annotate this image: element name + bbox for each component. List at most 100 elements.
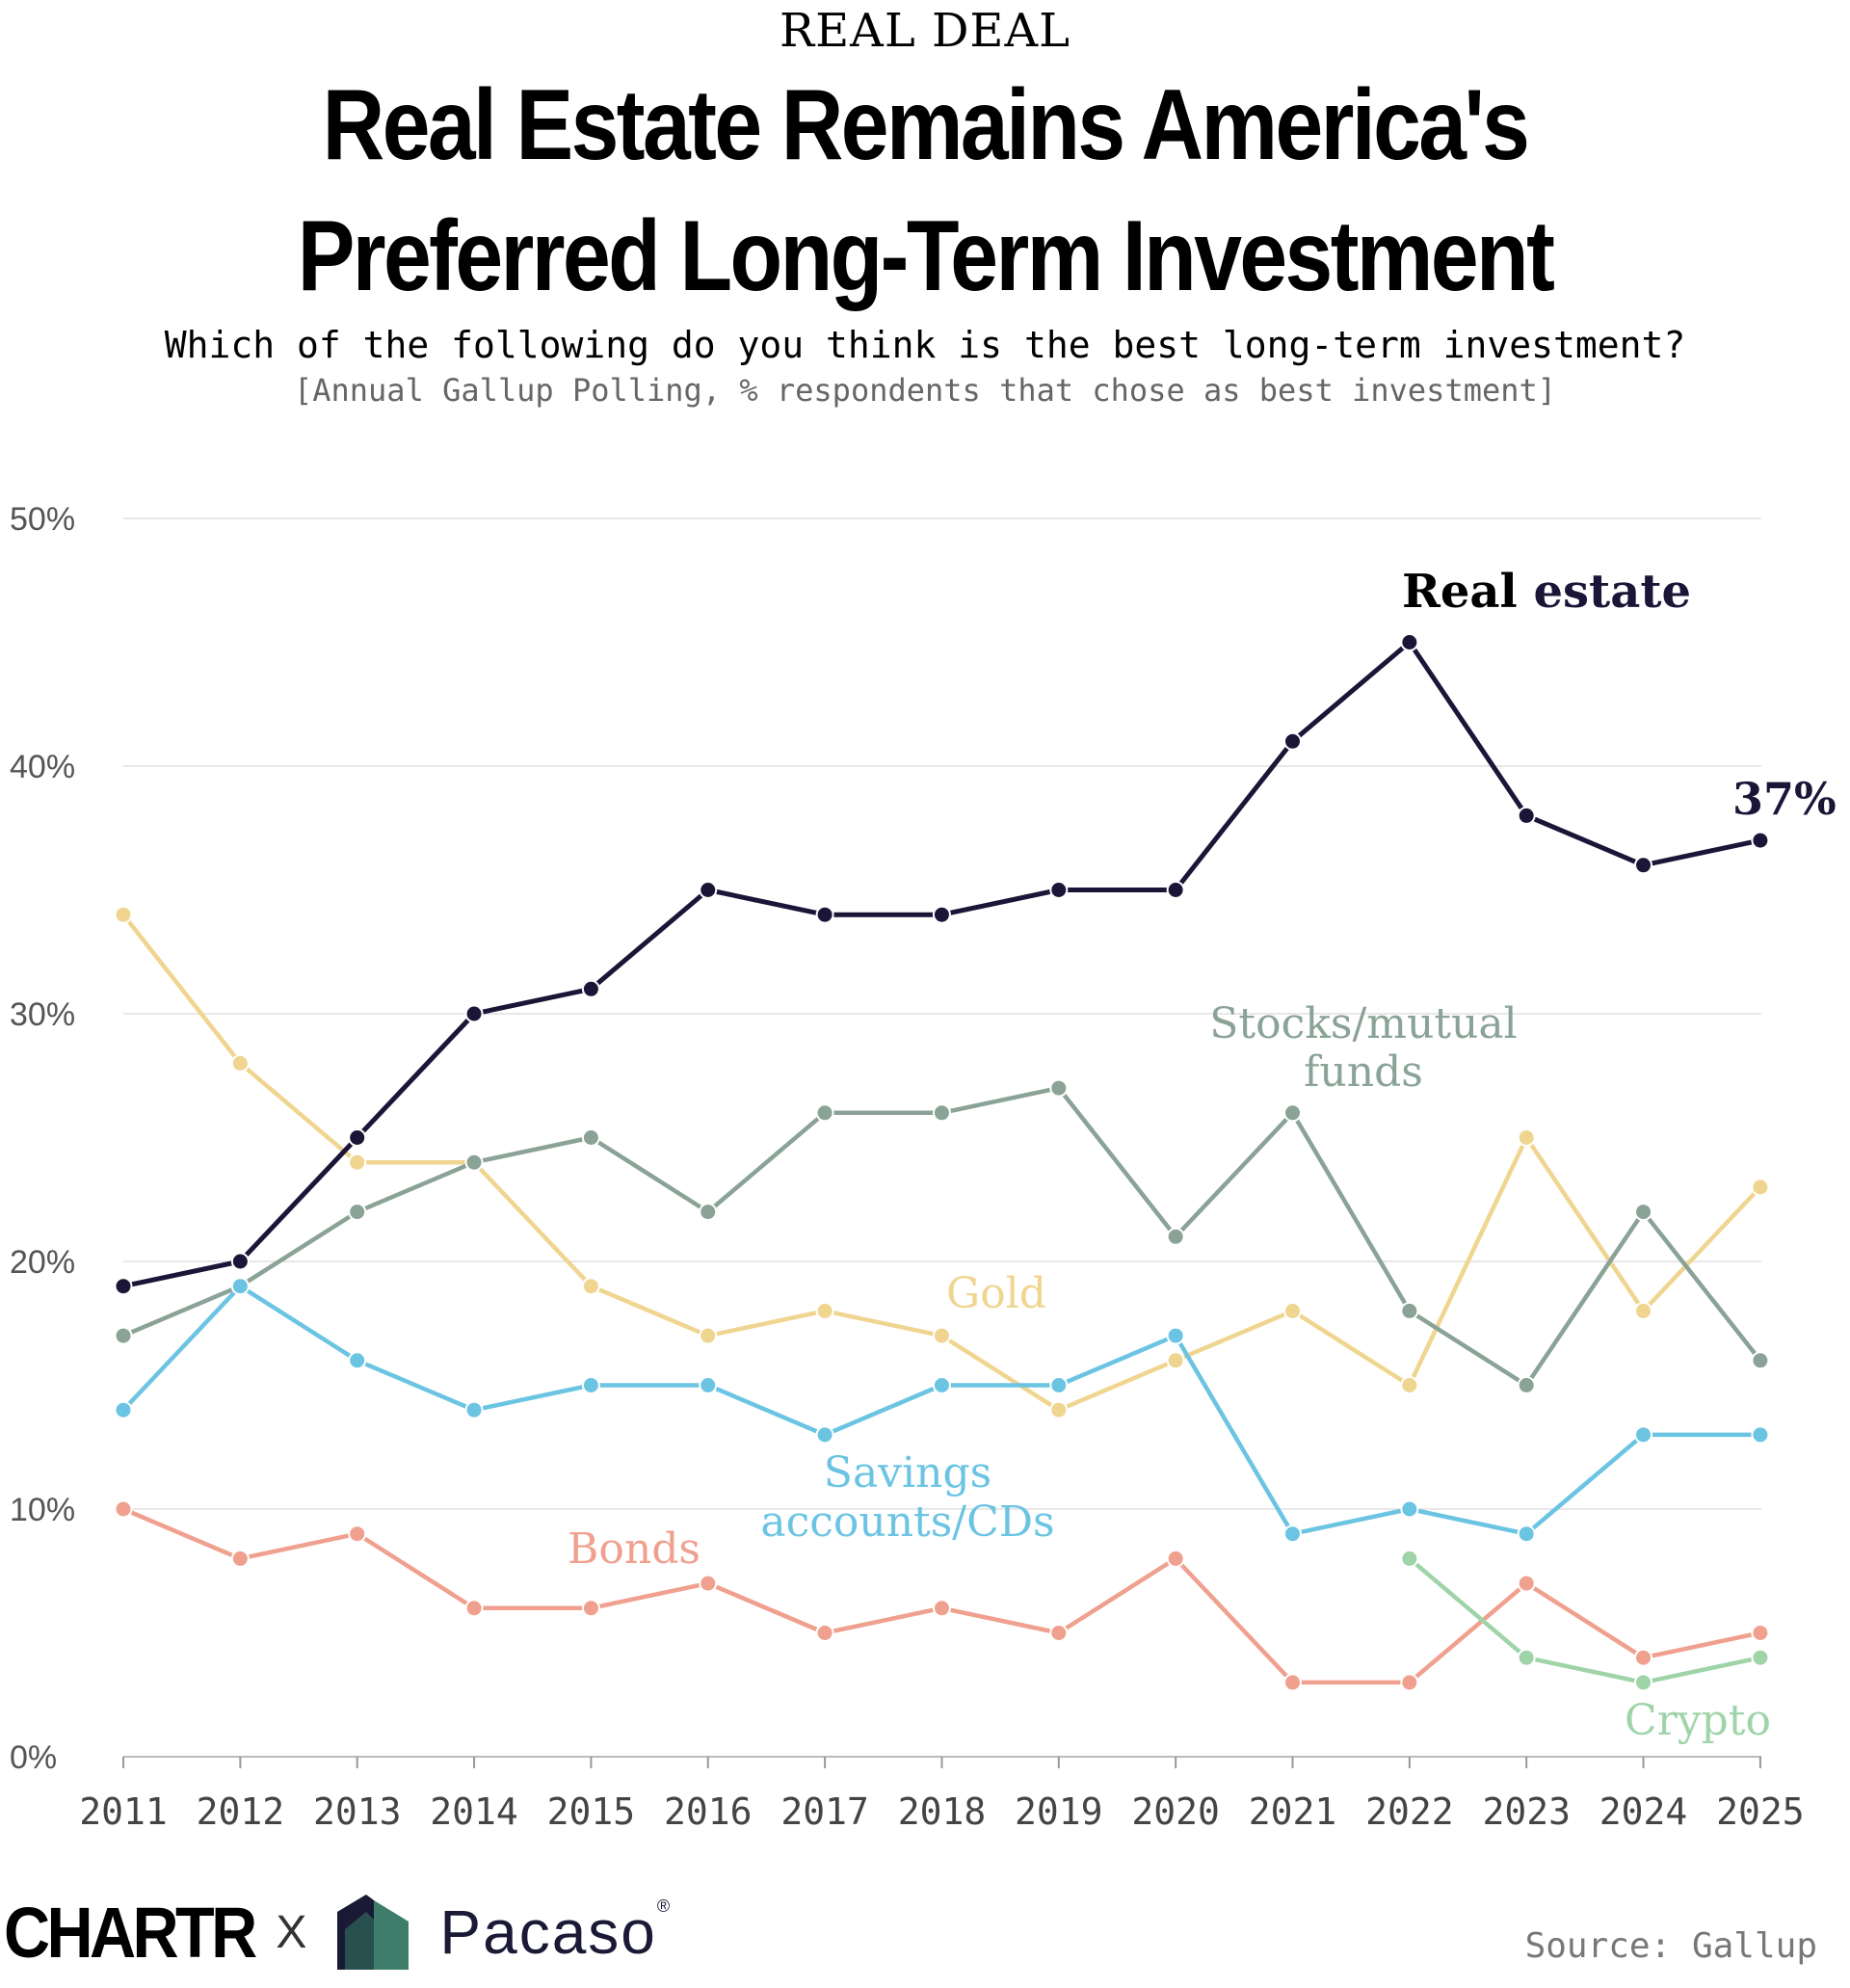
label-word: estate bbox=[1533, 565, 1691, 619]
series-label-realestate: Real estate bbox=[1402, 565, 1691, 619]
x-tick-label: 2015 bbox=[547, 1790, 636, 1833]
data-point-stocks bbox=[581, 1128, 600, 1147]
registered-mark: ® bbox=[656, 1896, 673, 1916]
data-point-stocks bbox=[1517, 1376, 1536, 1394]
series-label-gold: Gold bbox=[946, 1269, 1046, 1318]
series-label-stocks: Stocks/mutual bbox=[1209, 999, 1517, 1048]
data-point-crypto bbox=[1751, 1648, 1770, 1667]
data-point-bonds bbox=[348, 1524, 367, 1544]
data-point-gold bbox=[230, 1053, 250, 1073]
footer-brands: CHARTR X Pacaso® bbox=[4, 1889, 672, 1975]
data-point-realestate bbox=[699, 881, 718, 899]
y-tick-label: 30% bbox=[10, 996, 75, 1033]
series-label-crypto: Crypto bbox=[1625, 1696, 1771, 1745]
data-point-savings bbox=[1517, 1524, 1536, 1544]
data-point-gold bbox=[1283, 1301, 1302, 1320]
data-point-bonds bbox=[699, 1574, 718, 1593]
data-point-stocks bbox=[114, 1326, 133, 1345]
data-point-gold bbox=[1634, 1301, 1653, 1320]
data-point-gold bbox=[699, 1326, 718, 1345]
data-point-bonds bbox=[581, 1599, 600, 1618]
chart-title: Real Estate Remains America's Preferred … bbox=[129, 60, 1720, 322]
data-point-savings bbox=[114, 1400, 133, 1419]
data-point-bonds bbox=[230, 1549, 250, 1568]
series-bonds bbox=[114, 1499, 1770, 1692]
source-note: Source: Gallup bbox=[1524, 1926, 1817, 1966]
data-point-gold bbox=[1751, 1178, 1770, 1197]
pacaso-logo-icon bbox=[337, 1895, 410, 1970]
data-point-bonds bbox=[1166, 1549, 1185, 1568]
pacaso-wordmark: Pacaso® bbox=[439, 1896, 673, 1967]
series-realestate bbox=[114, 633, 1770, 1296]
data-point-realestate bbox=[581, 979, 600, 998]
data-point-bonds bbox=[464, 1599, 484, 1618]
series-savings bbox=[114, 1277, 1770, 1544]
series-line-realestate bbox=[122, 640, 1761, 1289]
data-point-savings bbox=[581, 1376, 600, 1394]
x-tick-label: 2011 bbox=[79, 1790, 168, 1833]
data-point-bonds bbox=[1400, 1673, 1419, 1692]
data-point-stocks bbox=[1049, 1078, 1069, 1098]
x-tick-label: 2017 bbox=[780, 1790, 869, 1833]
data-point-realestate bbox=[1634, 856, 1653, 875]
data-point-crypto bbox=[1517, 1648, 1536, 1667]
chart-subtitle: Which of the following do you think is t… bbox=[164, 324, 1686, 366]
series-label-stocks: funds bbox=[1304, 1047, 1423, 1097]
title-line-1: Real Estate Remains America's bbox=[322, 69, 1530, 181]
data-point-gold bbox=[815, 1301, 834, 1320]
series-label-bonds: Bonds bbox=[568, 1524, 700, 1574]
data-point-gold bbox=[1166, 1351, 1185, 1370]
x-tick-label: 2020 bbox=[1131, 1790, 1220, 1833]
data-point-realestate bbox=[114, 1277, 133, 1296]
data-point-stocks bbox=[464, 1153, 484, 1172]
series-gold bbox=[114, 905, 1770, 1419]
y-tick-label: 0% bbox=[10, 1739, 57, 1776]
series-label-savings: Savings bbox=[824, 1448, 991, 1498]
y-tick-label: 10% bbox=[10, 1492, 75, 1528]
data-point-gold bbox=[114, 905, 133, 924]
data-point-realestate bbox=[348, 1128, 367, 1147]
data-point-stocks bbox=[815, 1103, 834, 1123]
data-point-realestate bbox=[230, 1252, 250, 1271]
data-point-crypto bbox=[1634, 1673, 1653, 1692]
data-point-savings bbox=[699, 1376, 718, 1394]
data-point-gold bbox=[348, 1153, 367, 1172]
kicker: REAL DEAL bbox=[779, 4, 1071, 58]
data-point-realestate bbox=[1517, 806, 1536, 825]
data-point-bonds bbox=[1751, 1624, 1770, 1642]
series-lines bbox=[114, 633, 1770, 1692]
data-point-stocks bbox=[699, 1203, 718, 1222]
x-tick-label: 2024 bbox=[1599, 1790, 1688, 1833]
data-point-gold bbox=[932, 1326, 951, 1345]
grid-lines bbox=[123, 517, 1761, 1510]
data-point-bonds bbox=[1283, 1673, 1302, 1692]
data-point-savings bbox=[464, 1400, 484, 1419]
data-point-gold bbox=[1517, 1128, 1536, 1147]
data-point-gold bbox=[1400, 1376, 1419, 1394]
x-axis: 2011 2012 2013 2014 2015 2016 2017 2018 2019 2020… bbox=[79, 1756, 1805, 1833]
label-word: Real bbox=[1402, 565, 1533, 619]
data-point-stocks bbox=[348, 1203, 367, 1222]
data-point-stocks bbox=[1283, 1103, 1302, 1123]
y-tick-label: 20% bbox=[10, 1244, 75, 1281]
data-point-realestate bbox=[464, 1004, 484, 1023]
series-crypto bbox=[1400, 1549, 1770, 1692]
chart-note: [Annual Gallup Polling, % respondents th… bbox=[293, 372, 1557, 409]
data-point-savings bbox=[348, 1351, 367, 1370]
series-label-savings: accounts/CDs bbox=[760, 1498, 1054, 1547]
data-point-bonds bbox=[815, 1624, 834, 1642]
x-tick-label: 2022 bbox=[1365, 1790, 1454, 1833]
data-point-realestate bbox=[1283, 731, 1302, 751]
data-point-realestate bbox=[1751, 831, 1770, 850]
data-point-bonds bbox=[932, 1599, 951, 1618]
data-point-stocks bbox=[1400, 1301, 1419, 1320]
data-point-bonds bbox=[1517, 1574, 1536, 1593]
y-axis: 0% 10% 20% 30% 40% 50% bbox=[10, 501, 75, 1776]
x-tick-label: 2023 bbox=[1482, 1790, 1571, 1833]
line-chart: 0%10%20%30%40%50% 2011 2012 2013 2014 2015 20… bbox=[10, 501, 1837, 1833]
data-point-stocks bbox=[1166, 1227, 1185, 1246]
data-point-bonds bbox=[1049, 1624, 1069, 1642]
x-tick-label: 2013 bbox=[313, 1790, 402, 1833]
data-point-savings bbox=[1166, 1326, 1185, 1345]
